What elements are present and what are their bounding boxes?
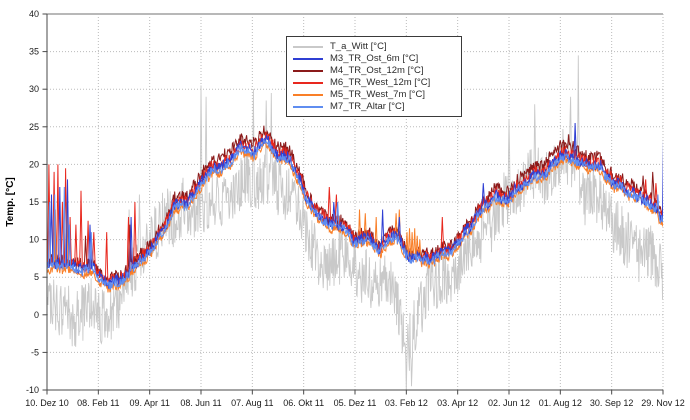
x-tick-label: 03. Apr 12 <box>437 398 478 408</box>
legend-line-swatch <box>293 106 323 108</box>
y-tick-label: 5 <box>34 272 39 282</box>
x-tick-label: 10. Dez 10 <box>25 398 69 408</box>
data-series <box>47 55 663 390</box>
y-axis-title: Temp. [°C] <box>5 177 16 227</box>
legend-item-3: M6_TR_West_12m [°C] <box>293 77 455 89</box>
y-tick-label: -5 <box>31 347 39 357</box>
y-tick-label: 30 <box>29 84 39 94</box>
y-tick-label: 20 <box>29 159 39 169</box>
y-tick-label: 35 <box>29 47 39 57</box>
legend-item-2: M4_TR_Ost_12m [°C] <box>293 65 455 77</box>
x-tick-label: 05. Dez 11 <box>334 398 377 408</box>
x-tick-label: 01. Aug 12 <box>539 398 582 408</box>
y-tick-label: 0 <box>34 310 39 320</box>
legend-item-0: T_a_Witt [°C] <box>293 41 455 53</box>
legend-item-5: M7_TR_Altar [°C] <box>293 101 455 113</box>
legend-label: M3_TR_Ost_6m [°C] <box>330 53 419 64</box>
legend-line-swatch <box>293 82 323 84</box>
x-tick-label: 30. Sep 12 <box>590 398 634 408</box>
legend: T_a_Witt [°C] M3_TR_Ost_6m [°C] M4_TR_Ost_… <box>286 36 462 117</box>
y-tick-label: -10 <box>26 385 39 395</box>
x-tick-label: 07. Aug 11 <box>231 398 273 408</box>
y-tick-label: 15 <box>29 197 39 207</box>
x-tick-labels: 10. Dez 10 08. Feb 11 09. Apr 11 08. Jun 11… <box>25 398 685 408</box>
series-line-t_a_witt <box>47 55 663 390</box>
x-tick-label: 08. Jun 11 <box>180 398 221 408</box>
y-tick-labels: 40 35 30 25 20 15 10 5 0 -5 -10 <box>26 9 39 395</box>
y-tick-label: 10 <box>29 235 39 245</box>
legend-label: M5_TR_West_7m [°C] <box>330 89 425 100</box>
legend-line-swatch <box>293 58 323 60</box>
legend-item-4: M5_TR_West_7m [°C] <box>293 89 455 101</box>
legend-label: M6_TR_West_12m [°C] <box>330 77 431 88</box>
x-tick-label: 02. Jun 12 <box>488 398 530 408</box>
legend-item-1: M3_TR_Ost_6m [°C] <box>293 53 455 65</box>
x-tick-label: 03. Feb 12 <box>385 398 428 408</box>
series-line-m7_tr_altar <box>47 139 663 290</box>
y-tick-label: 25 <box>29 122 39 132</box>
legend-line-swatch <box>293 94 323 96</box>
legend-label: M4_TR_Ost_12m [°C] <box>330 65 424 76</box>
legend-line-swatch <box>293 46 323 48</box>
axes <box>42 13 664 395</box>
x-tick-label: 09. Apr 11 <box>129 398 169 408</box>
x-tick-label: 08. Feb 11 <box>77 398 119 408</box>
legend-label: T_a_Witt [°C] <box>330 41 387 52</box>
legend-label: M7_TR_Altar [°C] <box>330 101 405 112</box>
x-tick-label: 06. Okt 11 <box>283 398 324 408</box>
legend-line-swatch <box>293 70 323 72</box>
y-tick-label: 40 <box>29 9 39 19</box>
x-tick-label: 29. Nov 12 <box>641 398 685 408</box>
